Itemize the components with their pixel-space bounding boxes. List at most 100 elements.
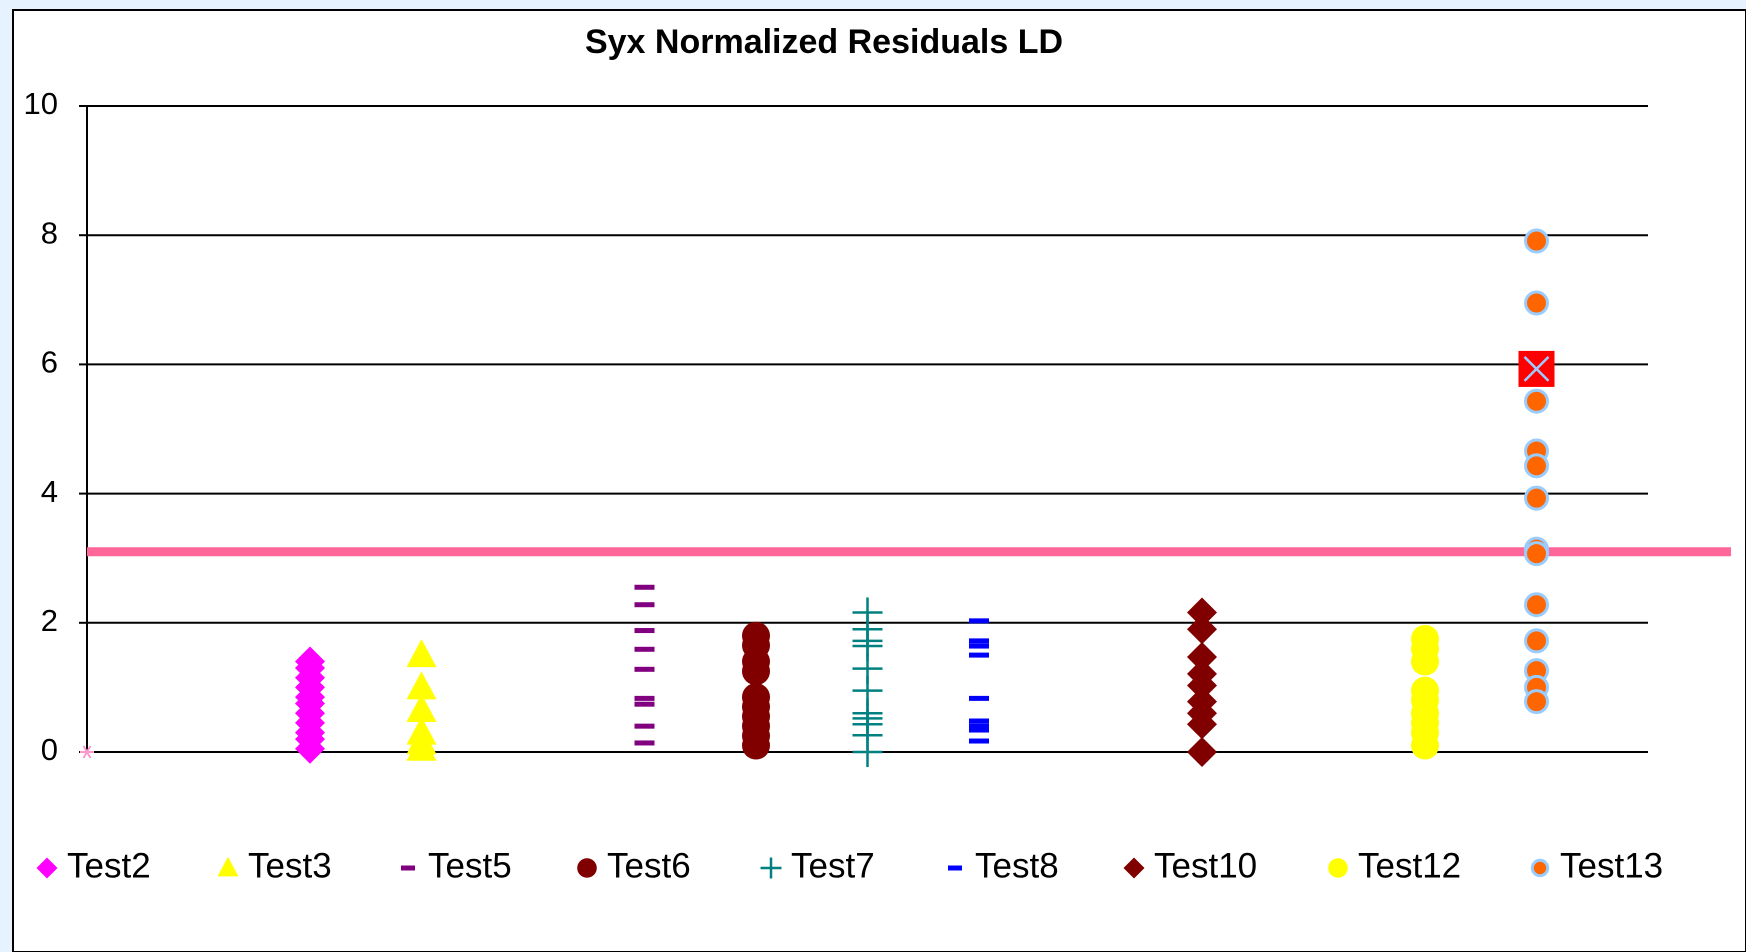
legend-label: Test3: [248, 846, 332, 885]
marker: [1524, 485, 1549, 511]
marker: [401, 865, 415, 871]
y-tick-label: 4: [41, 474, 58, 509]
dot: [1524, 628, 1549, 654]
y-tick-label: 8: [41, 215, 58, 250]
dash: [969, 652, 989, 658]
diamond: [36, 857, 58, 879]
marker: [634, 695, 655, 701]
marker: [1187, 670, 1217, 701]
marker: [1524, 290, 1549, 316]
chart-title: Syx Normalized Residuals LD: [585, 23, 1063, 61]
diamond: [295, 733, 325, 764]
triangle: [406, 694, 437, 723]
marker: [634, 666, 655, 672]
triangle: [217, 856, 239, 877]
triangle: [406, 671, 437, 700]
marker: [1187, 709, 1217, 740]
marker: [1411, 647, 1439, 676]
dash: [634, 584, 655, 590]
legend-label: Test8: [975, 846, 1059, 885]
marker: [1411, 731, 1439, 760]
dash: [634, 602, 655, 608]
marker: [852, 737, 883, 767]
dash: [969, 738, 989, 744]
marker: [1187, 737, 1217, 767]
marker: [969, 727, 989, 733]
marker: [1187, 614, 1217, 645]
diamond: [1187, 642, 1217, 673]
marker: [634, 740, 655, 746]
dash: [634, 646, 655, 652]
diamond: [1187, 597, 1217, 628]
marker: [1524, 388, 1549, 414]
legend-label: Test12: [1358, 846, 1461, 885]
marker: [969, 638, 989, 644]
dash: [969, 618, 989, 624]
dash: [969, 695, 989, 701]
chart-area: [12, 9, 1746, 952]
marker: [948, 865, 962, 871]
triangle: [406, 639, 437, 668]
diamond: [1187, 737, 1217, 767]
star-arm: [82, 745, 92, 759]
marker: [742, 657, 770, 686]
cross: [1523, 356, 1550, 382]
dot: [1328, 858, 1348, 878]
triangle: [406, 732, 437, 761]
marker: [406, 694, 437, 723]
legend-label: Test13: [1560, 846, 1663, 885]
dot: [1524, 453, 1549, 479]
marker: [969, 738, 989, 744]
dot: [1411, 731, 1439, 760]
y-tick-label: 2: [41, 603, 58, 638]
marker: [634, 701, 655, 707]
marker: [295, 733, 325, 764]
marker: [1524, 453, 1549, 479]
dash: [634, 723, 655, 729]
marker: [742, 731, 770, 760]
dash: [401, 865, 415, 871]
marker: [406, 639, 437, 668]
marker: [80, 745, 94, 759]
dash: [969, 727, 989, 733]
dot: [1530, 858, 1550, 878]
dot: [1524, 290, 1549, 316]
dash: [634, 628, 655, 634]
marker: [1524, 228, 1549, 254]
diamond: [1187, 709, 1217, 740]
marker: [1123, 857, 1145, 879]
dot: [1524, 541, 1549, 567]
marker: [1187, 597, 1217, 628]
marker: [1524, 592, 1549, 618]
dash: [969, 643, 989, 649]
dot: [1524, 592, 1549, 618]
marker: [634, 584, 655, 590]
dash: [634, 701, 655, 707]
marker: [406, 732, 437, 761]
dot: [1524, 485, 1549, 511]
dash: [969, 638, 989, 644]
legend-label: Test7: [791, 846, 875, 885]
legend-label: Test6: [607, 846, 691, 885]
dash: [969, 723, 989, 729]
marker: [634, 723, 655, 729]
marker: [1524, 628, 1549, 654]
dot: [742, 657, 770, 686]
dash: [634, 740, 655, 746]
dot: [742, 731, 770, 760]
marker: [1518, 350, 1555, 387]
dot: [1411, 647, 1439, 676]
marker: [969, 618, 989, 624]
marker: [217, 856, 239, 877]
marker: [634, 646, 655, 652]
marker: [1328, 858, 1348, 878]
legend-label: Test10: [1154, 846, 1257, 885]
legend-label: Test2: [67, 846, 151, 885]
y-tick-label: 6: [41, 345, 58, 380]
diamond: [1187, 614, 1217, 645]
dash: [969, 718, 989, 724]
dash: [634, 695, 655, 701]
diamond: [1187, 670, 1217, 701]
marker: [969, 643, 989, 649]
